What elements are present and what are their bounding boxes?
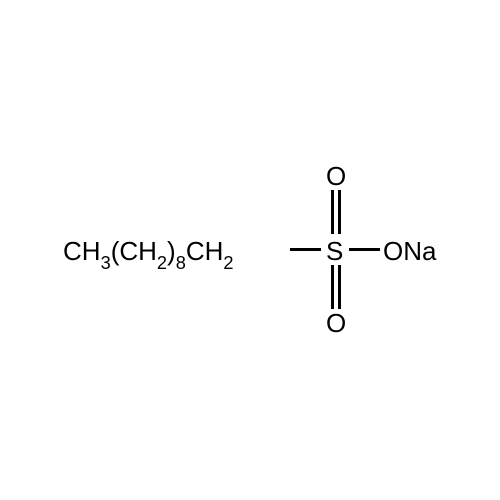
- bond-s-ona: [349, 248, 380, 251]
- o-top-text: O: [326, 161, 346, 191]
- o-bottom-text: O: [326, 308, 346, 338]
- alkyl-chain-label: CH3(CH2)8CH2: [63, 236, 234, 271]
- chemical-structure-diagram: CH3(CH2)8CH2 S ONa O O: [0, 0, 500, 500]
- bond-ch2-s: [290, 248, 321, 251]
- ch2n-close: ): [167, 236, 176, 266]
- sulfur-atom: S: [326, 236, 343, 267]
- ch2-text: CH: [186, 236, 224, 266]
- bond-s-o-bottom-left: [331, 265, 334, 309]
- ch3-sub: 3: [101, 253, 111, 273]
- ona-text: ONa: [383, 236, 436, 266]
- sulfur-text: S: [326, 236, 343, 266]
- bond-s-o-top-right: [338, 190, 341, 234]
- bond-s-o-bottom-right: [338, 265, 341, 309]
- ch2n-sub1: 2: [157, 253, 167, 273]
- ch3-text: CH: [63, 236, 101, 266]
- oxygen-top: O: [326, 161, 346, 192]
- oxygen-bottom: O: [326, 308, 346, 339]
- bond-s-o-top-left: [331, 190, 334, 234]
- ch2n-open: (CH: [111, 236, 157, 266]
- ch2-sub: 2: [223, 253, 233, 273]
- ona-group: ONa: [383, 236, 436, 267]
- ch2n-sub2: 8: [176, 253, 186, 273]
